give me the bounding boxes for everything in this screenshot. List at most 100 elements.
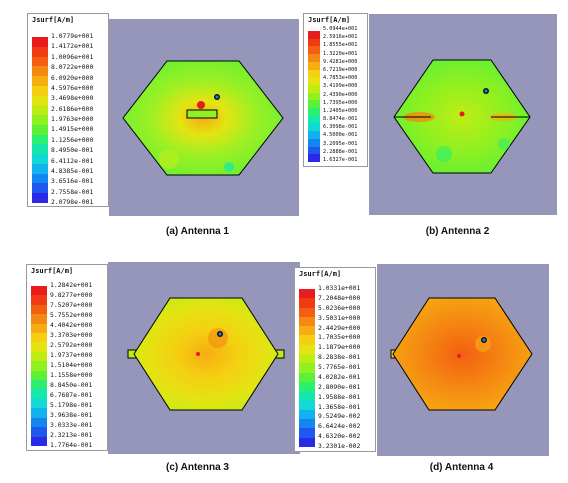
legend-value: 2.8090e-001 — [318, 382, 361, 391]
scale-color-swatch — [31, 342, 47, 352]
color-scale-bar — [308, 31, 320, 162]
scale-color-swatch — [308, 69, 320, 78]
scale-color-swatch — [31, 436, 47, 446]
legend-value: 9.5249e-002 — [318, 412, 361, 421]
scale-color-swatch — [31, 361, 47, 371]
slot — [186, 109, 218, 119]
scale-color-swatch — [299, 437, 315, 447]
scale-color-swatch — [31, 351, 47, 362]
caption-antenna-2: (b) Antenna 2 — [425, 226, 490, 237]
scale-color-swatch — [308, 31, 320, 39]
legend-value: 6.3098e-001 — [323, 124, 358, 131]
current-plot-antenna-4 — [377, 264, 549, 456]
legend-value: 3.4698e+000 — [51, 94, 94, 103]
legend-value: 1.0331e+001 — [318, 284, 361, 292]
legend-value: 1.8555e+001 — [323, 42, 358, 49]
legend-value: 1.4172e+001 — [51, 42, 94, 51]
legend-value: 7.5207e+000 — [50, 301, 93, 309]
legend-value: 9.8277e+000 — [50, 291, 93, 299]
legend-value: 9.4281e+000 — [323, 58, 358, 65]
legend-value: 2.7558e-001 — [51, 187, 94, 196]
scale-color-swatch — [299, 344, 315, 354]
scale-color-swatch — [32, 115, 48, 125]
scale-color-swatch — [299, 316, 315, 327]
legend-value: 2.2888e-001 — [323, 148, 358, 155]
scale-color-swatch — [299, 298, 315, 308]
legend-value: 3.2095e-001 — [323, 140, 358, 147]
scale-color-swatch — [299, 391, 315, 401]
scale-color-swatch — [31, 370, 47, 381]
legend-value: 1.7035e+000 — [318, 333, 361, 342]
scale-color-swatch — [299, 418, 315, 429]
legend-value: 2.4429e+000 — [318, 323, 361, 332]
legend-value: 3.5031e+000 — [318, 313, 361, 322]
legend-value: 5.1798e-001 — [50, 401, 93, 409]
scale-color-swatch — [32, 95, 48, 106]
scale-color-swatch — [308, 84, 320, 93]
legend-value: 4.0282e-001 — [318, 372, 361, 381]
legend-value: 4.8385e-001 — [51, 166, 94, 175]
current-plot-antenna-1 — [109, 19, 299, 216]
legend-value: 8.8450e-001 — [50, 381, 93, 389]
caption-antenna-4: (d) Antenna 4 — [429, 462, 494, 473]
legend-value: 1.5104e+000 — [50, 361, 93, 369]
current-plot-antenna-2 — [369, 14, 557, 215]
scale-color-swatch — [308, 115, 320, 124]
legend-value: 1.2405e+000 — [323, 107, 358, 114]
scale-color-swatch — [308, 123, 320, 132]
legend-title: Jsurf[A/m] — [299, 270, 342, 278]
legend-value: 5.7765e-001 — [318, 363, 361, 371]
legend-value: 3.0333e-001 — [50, 421, 93, 429]
legend-value: 3.4199e+000 — [323, 83, 358, 90]
legend-value: 1.9588e-001 — [318, 392, 361, 401]
scale-color-swatch — [32, 144, 48, 154]
scale-color-swatch — [32, 66, 48, 76]
scale-color-swatch — [31, 380, 47, 390]
scale-color-swatch — [31, 333, 47, 343]
legend-title: Jsurf[A/m] — [31, 267, 74, 275]
scale-color-swatch — [32, 183, 48, 193]
legend-value: 6.6424e-002 — [318, 422, 361, 431]
scale-color-swatch — [308, 108, 320, 116]
legend-value: 8.8474e-001 — [323, 116, 358, 123]
scale-color-swatch — [308, 38, 320, 47]
scale-color-swatch — [31, 398, 47, 409]
legend-value: 4.6320e-002 — [318, 432, 361, 441]
scale-color-swatch — [308, 138, 320, 147]
scale-color-swatch — [299, 381, 315, 392]
scale-color-swatch — [31, 286, 47, 296]
scale-color-swatch — [299, 326, 315, 336]
legend-value: 3.2301e-002 — [318, 442, 361, 450]
scale-color-swatch — [308, 77, 320, 85]
legend-value: 3.9638e-001 — [50, 411, 93, 419]
scale-color-swatch — [299, 289, 315, 299]
legend-value: 1.1879e+000 — [318, 343, 361, 352]
legend-value: 1.0096e+001 — [51, 52, 94, 61]
legend-title: Jsurf[A/m] — [308, 16, 351, 24]
scale-color-swatch — [308, 92, 320, 101]
scale-color-swatch — [32, 173, 48, 184]
legend-antenna-2: Jsurf[A/m] 5.0944e+001 2.5916e+001 1.8555e… — [303, 13, 368, 167]
scale-color-swatch — [32, 85, 48, 96]
scale-color-swatch — [32, 124, 48, 135]
color-scale-bar — [32, 37, 48, 203]
scale-color-swatch — [299, 372, 315, 382]
legend-value: 8.2838e-001 — [318, 353, 361, 362]
scale-color-swatch — [31, 427, 47, 437]
legend-value: 2.3213e-001 — [50, 431, 93, 439]
legend-value: 4.5000e-001 — [323, 132, 358, 139]
legend-value: 2.4390e+000 — [323, 91, 358, 98]
legend-value: 1.4915e+000 — [51, 125, 94, 134]
legend-value: 1.1256e+000 — [51, 135, 94, 144]
scale-color-swatch — [32, 37, 48, 47]
hexagon-patch — [392, 297, 533, 411]
legend-value: 2.6186e+000 — [51, 104, 94, 113]
legend-value: 1.3220e+001 — [323, 50, 358, 57]
legend-value: 5.0236e+000 — [318, 303, 361, 312]
legend-value: 3.3703e+000 — [50, 331, 93, 339]
legend-value: 3.6516e-001 — [51, 177, 94, 186]
scale-color-swatch — [308, 46, 320, 55]
legend-value: 1.2842e+001 — [50, 281, 93, 289]
scale-color-swatch — [32, 56, 48, 67]
color-scale-bar — [31, 286, 47, 446]
